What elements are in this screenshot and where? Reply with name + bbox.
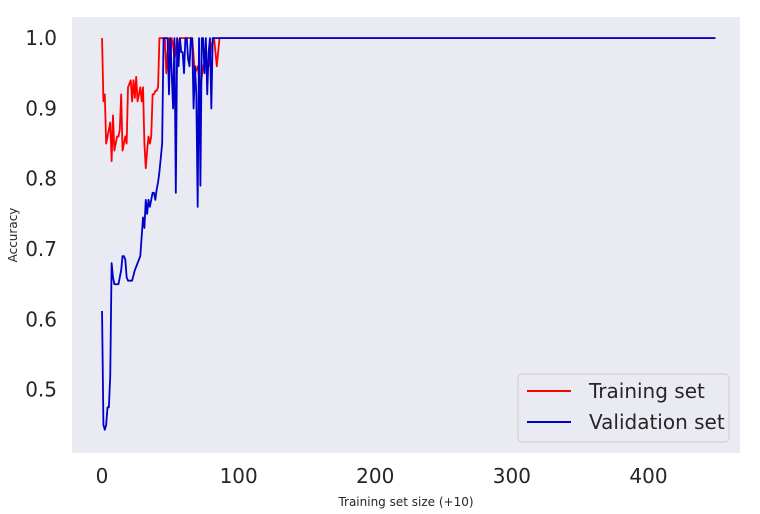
- legend: Training set Validation set: [517, 373, 730, 443]
- x-axis-label: Training set size (+10): [337, 495, 473, 509]
- x-tick-label: 200: [356, 464, 394, 488]
- x-tick-label: 0: [96, 464, 109, 488]
- x-tick-labels: 0 100 200 300 400: [96, 464, 668, 488]
- series-layer: [101, 37, 716, 431]
- x-tick-label: 300: [493, 464, 531, 488]
- legend-label-validation: Validation set: [589, 410, 725, 434]
- y-axis-label: Accuracy: [6, 208, 20, 263]
- x-tick-label: 100: [220, 464, 258, 488]
- y-tick-label: 0.7: [25, 237, 57, 261]
- y-tick-label: 1.0: [25, 26, 57, 50]
- y-tick-label: 0.8: [25, 167, 57, 191]
- y-tick-labels: 0.5 0.6 0.7 0.8 0.9 1.0: [25, 26, 57, 402]
- y-tick-label: 0.6: [25, 307, 57, 331]
- y-tick-label: 0.9: [25, 96, 57, 120]
- y-tick-label: 0.5: [25, 378, 57, 402]
- x-tick-label: 400: [629, 464, 667, 488]
- series-line-validation-set: [101, 37, 716, 431]
- legend-label-training: Training set: [588, 379, 705, 403]
